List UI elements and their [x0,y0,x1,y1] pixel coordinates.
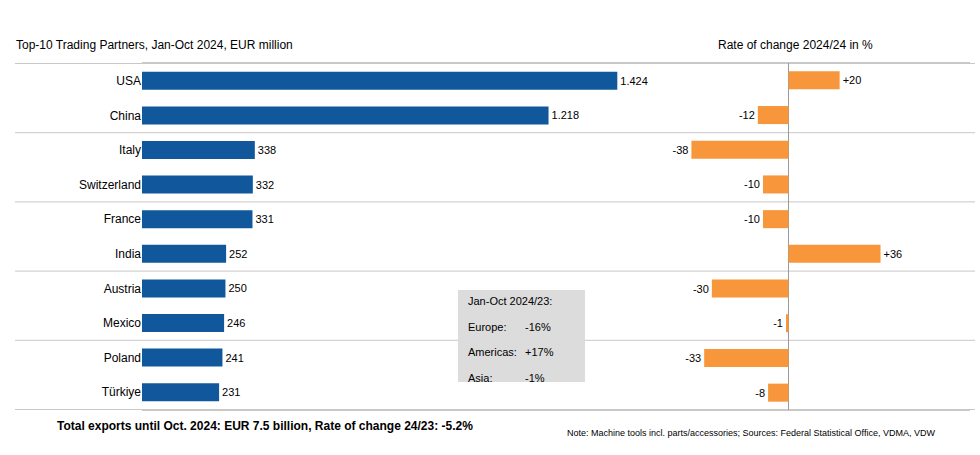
svg-text:USA: USA [116,74,141,88]
svg-text:332: 332 [256,179,274,191]
svg-text:1.218: 1.218 [552,109,580,121]
svg-text:1.424: 1.424 [620,75,648,87]
svg-text:-12: -12 [739,109,755,121]
svg-text:Total exports until Oct. 2024:: Total exports until Oct. 2024: EUR 7.5 b… [57,419,473,433]
svg-text:Austria: Austria [104,282,142,296]
svg-text:-8: -8 [755,387,765,399]
svg-text:Türkiye: Türkiye [102,385,142,399]
svg-text:Americas:: Americas: [468,346,517,358]
svg-text:Poland: Poland [104,351,141,365]
svg-text:Switzerland: Switzerland [79,178,141,192]
svg-text:Jan-Oct 2024/23:: Jan-Oct 2024/23: [468,295,552,307]
svg-text:250: 250 [228,282,246,294]
svg-text:-38: -38 [672,144,688,156]
svg-text:+36: +36 [884,248,903,260]
svg-text:-16%: -16% [525,321,551,333]
svg-text:246: 246 [227,317,245,329]
svg-text:231: 231 [222,386,240,398]
svg-text:331: 331 [255,213,273,225]
svg-text:-1: -1 [773,317,783,329]
svg-text:-1%: -1% [525,372,545,384]
svg-text:India: India [115,247,141,261]
svg-text:Rate of change 2024/24 in %: Rate of change 2024/24 in % [718,38,873,52]
svg-text:-30: -30 [693,283,709,295]
svg-text:Mexico: Mexico [103,316,141,330]
svg-text:+20: +20 [843,74,862,86]
svg-text:Top-10 Trading Partners, Jan-O: Top-10 Trading Partners, Jan-Oct 2024, E… [16,38,293,52]
svg-text:252: 252 [229,248,247,260]
svg-text:France: France [104,212,142,226]
svg-text:Asia:: Asia: [468,372,492,384]
svg-text:Italy: Italy [119,143,141,157]
svg-text:241: 241 [225,352,243,364]
svg-text:-10: -10 [744,213,760,225]
svg-text:-33: -33 [685,352,701,364]
svg-text:-10: -10 [744,178,760,190]
svg-text:China: China [110,109,142,123]
svg-text:Note: Machine tools incl. part: Note: Machine tools incl. parts/accessor… [567,428,935,438]
svg-text:Europe:: Europe: [468,321,507,333]
svg-text:338: 338 [258,144,276,156]
svg-text:+17%: +17% [525,346,554,358]
